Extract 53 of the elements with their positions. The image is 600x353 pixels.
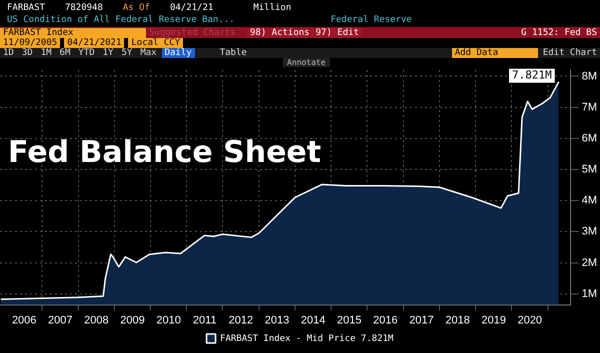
text: 97) Edit <box>312 28 362 38</box>
x-tick-label: 2013 <box>264 314 290 326</box>
data-label: 7.821M <box>512 68 552 82</box>
x-tick-label: 2008 <box>84 314 109 326</box>
text: Max <box>139 48 158 58</box>
text: Annotate <box>283 58 330 67</box>
text: 1D <box>2 48 15 58</box>
x-tick-label: 2012 <box>228 314 254 326</box>
x-tick-label: 2006 <box>12 314 36 326</box>
text: 1Y <box>102 48 114 58</box>
x-tick-label: 2015 <box>336 314 362 326</box>
x-tick-label: 2017 <box>409 314 434 326</box>
text: Daily <box>162 48 195 58</box>
x-tick-label: 2014 <box>300 314 326 326</box>
text: G 1152: Fed BS <box>520 28 598 38</box>
text: FARBAST Index <box>0 28 146 38</box>
text: 7820948 <box>64 2 104 12</box>
text: 04/21/2021 <box>64 38 124 48</box>
y-tick-label: 8M <box>582 70 597 82</box>
text: 04/21/21 <box>168 2 214 12</box>
x-tick-label: 2018 <box>445 314 470 326</box>
text: 3D <box>20 48 34 58</box>
y-tick-label: 3M <box>582 226 597 238</box>
text: Edit Chart <box>542 48 598 58</box>
text: Table <box>218 48 248 58</box>
x-tick-label: 2016 <box>373 314 398 326</box>
x-tick-label: 2010 <box>156 314 181 326</box>
text: As Of <box>122 2 151 12</box>
text: Fed Balance Sheet <box>8 135 322 170</box>
text: FARBAST <box>6 2 46 12</box>
text: US Condition of All Federal Reserve Ban... <box>6 15 236 25</box>
y-tick-label: 5M <box>582 164 597 176</box>
text: YTD <box>77 48 96 58</box>
text: Local CCY <box>128 38 184 48</box>
y-tick-label: 7M <box>582 101 597 114</box>
y-tick-label: 1M <box>582 288 597 300</box>
x-tick-label: 2020 <box>518 314 542 326</box>
text: 5Y <box>120 48 134 58</box>
text: Federal Reserve <box>330 15 413 25</box>
y-tick-label: 6M <box>582 132 597 144</box>
legend-label: FARBAST Index - Mid Price 7.821M <box>220 334 394 344</box>
text: 6M <box>58 48 72 58</box>
text: Million <box>252 2 292 12</box>
x-tick-label: 2019 <box>481 314 506 326</box>
x-tick-label: 2011 <box>192 314 217 326</box>
text: 11/09/2005 <box>0 38 60 48</box>
y-tick-label: 4M <box>582 194 597 207</box>
y-tick-label: 2M <box>582 256 597 269</box>
text: 1M <box>40 48 53 58</box>
x-tick-label: 2009 <box>120 314 145 326</box>
text: Add Data <box>452 48 538 58</box>
text: 98) Actions <box>247 28 313 38</box>
x-tick-label: 2007 <box>48 314 73 326</box>
